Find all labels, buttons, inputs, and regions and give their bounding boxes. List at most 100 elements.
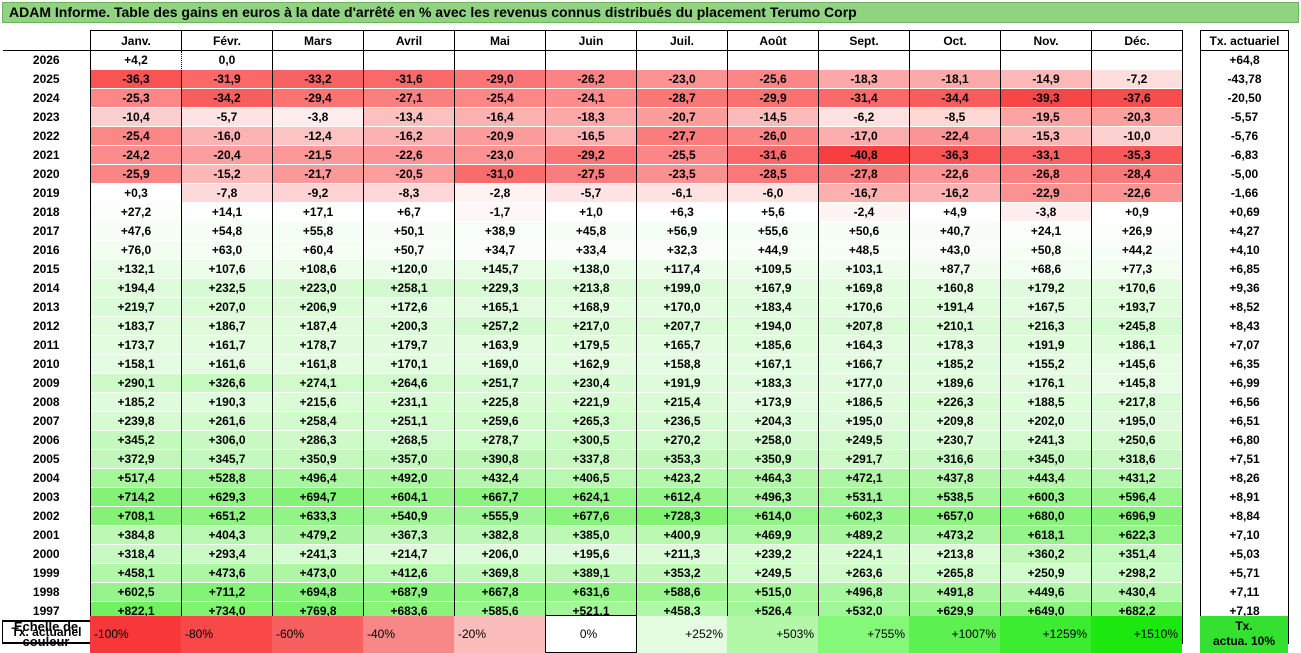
gain-cell: +50,6 <box>818 221 910 241</box>
year-label: 2025 <box>2 69 91 89</box>
tx-actuariel-cell: +5,71 <box>1200 563 1289 583</box>
column-gap <box>1182 506 1201 526</box>
gain-cell: +217,8 <box>1091 392 1183 412</box>
gain-cell: +389,1 <box>545 563 637 583</box>
gain-cell: -16,7 <box>818 183 910 203</box>
gain-cell: +479,2 <box>272 525 364 545</box>
gain-cell: +168,9 <box>545 297 637 317</box>
gain-cell: +357,0 <box>363 449 455 469</box>
gain-cell: +170,6 <box>818 297 910 317</box>
gain-cell: +0,9 <box>1091 202 1183 222</box>
gain-cell: +32,3 <box>636 240 728 260</box>
gain-cell: +265,3 <box>545 411 637 431</box>
gain-cell: -29,0 <box>454 69 546 89</box>
column-gap <box>1182 373 1201 393</box>
gain-cell: +491,8 <box>909 582 1001 602</box>
gain-cell: +209,8 <box>909 411 1001 431</box>
gain-cell: -6,1 <box>636 183 728 203</box>
table-row: 2003 +714,2 +629,3 +694,7 +604,1 +667,7 +624,1… <box>2 487 1289 507</box>
table-row: 2020 -25,9 -15,2 -21,7 -20,5 -31,0 -27,5 -23,5-… <box>2 164 1289 184</box>
gain-cell: -20,5 <box>363 164 455 184</box>
tx-actuariel-cell: +7,11 <box>1200 582 1289 602</box>
gain-cell: -34,2 <box>181 88 273 108</box>
gain-cell: -22,9 <box>1000 183 1092 203</box>
gain-cell: +195,0 <box>818 411 910 431</box>
gain-cell: +63,0 <box>181 240 273 260</box>
gain-cell: -31,6 <box>363 69 455 89</box>
gain-cell: +186,7 <box>181 316 273 336</box>
tx-actuariel-cell: +6,56 <box>1200 392 1289 412</box>
gain-cell: +170,1 <box>363 354 455 374</box>
gain-cell: +657,0 <box>909 506 1001 526</box>
gain-cell: +600,3 <box>1000 487 1092 507</box>
gain-cell: +231,1 <box>363 392 455 412</box>
gain-cell: +108,6 <box>272 259 364 279</box>
gain-cell: +517,4 <box>90 468 182 488</box>
header-row: Janv. Févr. Mars Avril Mai Juin Juil. Août Sept.… <box>2 30 1289 51</box>
gain-cell: +4,9 <box>909 202 1001 222</box>
year-label: 2007 <box>2 411 91 431</box>
gain-cell <box>1091 50 1183 70</box>
gain-cell: +216,3 <box>1000 316 1092 336</box>
column-gap <box>1182 430 1201 450</box>
gain-cell: -5,7 <box>181 107 273 127</box>
month-header: Mai <box>454 30 546 51</box>
gain-cell: +43,0 <box>909 240 1001 260</box>
gain-cell: +728,3 <box>636 506 728 526</box>
legend-tx-line1: Tx. <box>1235 619 1253 633</box>
table-row: 1998 +602,5 +711,2 +694,8 +687,9 +667,8 +631,6… <box>2 582 1289 602</box>
gain-cell: +496,4 <box>272 468 364 488</box>
gain-cell: +155,2 <box>1000 354 1092 374</box>
column-gap <box>1182 297 1201 317</box>
year-label: 2005 <box>2 449 91 469</box>
gain-cell: -1,7 <box>454 202 546 222</box>
gain-cell: +631,6 <box>545 582 637 602</box>
gain-cell: +191,9 <box>1000 335 1092 355</box>
gain-cell: +48,5 <box>818 240 910 260</box>
gain-cell: +204,3 <box>727 411 819 431</box>
gain-cell: -16,5 <box>545 126 637 146</box>
gain-cell: +263,6 <box>818 563 910 583</box>
gain-cell: +33,4 <box>545 240 637 260</box>
report-title: ADAM Informe. Table des gains en euros à… <box>2 2 1299 23</box>
gain-cell: +54,8 <box>181 221 273 241</box>
year-label: 1997 <box>2 601 91 621</box>
gain-cell: -31,6 <box>727 145 819 165</box>
gain-cell <box>1000 50 1092 70</box>
gain-cell: +492,0 <box>363 468 455 488</box>
gain-cell: -25,6 <box>727 69 819 89</box>
year-label: 2010 <box>2 354 91 374</box>
gain-cell: +87,7 <box>909 259 1001 279</box>
legend-swatch: -80% <box>181 615 272 653</box>
gain-cell: +633,3 <box>272 506 364 526</box>
gain-cell: +206,0 <box>454 544 546 564</box>
gain-cell: +251,1 <box>363 411 455 431</box>
gain-cell: +158,8 <box>636 354 728 374</box>
gain-cell: -36,3 <box>90 69 182 89</box>
tx-actuariel-cell: -1,66 <box>1200 183 1289 203</box>
gain-cell: +538,5 <box>909 487 1001 507</box>
gain-cell: +179,5 <box>545 335 637 355</box>
tx-actuariel-cell: +6,85 <box>1200 259 1289 279</box>
gain-cell: +350,9 <box>727 449 819 469</box>
gain-cell: +245,8 <box>1091 316 1183 336</box>
year-label: 2021 <box>2 145 91 165</box>
legend-swatch: +1510% <box>1091 615 1182 653</box>
gain-cell: +694,8 <box>272 582 364 602</box>
gain-cell: -25,4 <box>454 88 546 108</box>
gain-cell: +183,4 <box>727 297 819 317</box>
table-row: 2010 +158,1 +161,6 +161,8 +170,1 +169,0 +162,9… <box>2 354 1289 374</box>
gain-cell: +286,3 <box>272 430 364 450</box>
gain-cell: -31,4 <box>818 88 910 108</box>
column-gap <box>1182 50 1201 70</box>
gain-cell: -28,5 <box>727 164 819 184</box>
column-gap <box>1182 278 1201 298</box>
tx-actuariel-cell: +5,03 <box>1200 544 1289 564</box>
gain-cell: +259,6 <box>454 411 546 431</box>
gain-cell <box>454 50 546 70</box>
gain-cell: +708,1 <box>90 506 182 526</box>
gain-cell: -7,2 <box>1091 69 1183 89</box>
gain-cell: +221,9 <box>545 392 637 412</box>
gain-cell: +265,8 <box>909 563 1001 583</box>
tx-actuariel-header: Tx. actuariel <box>1200 30 1289 51</box>
